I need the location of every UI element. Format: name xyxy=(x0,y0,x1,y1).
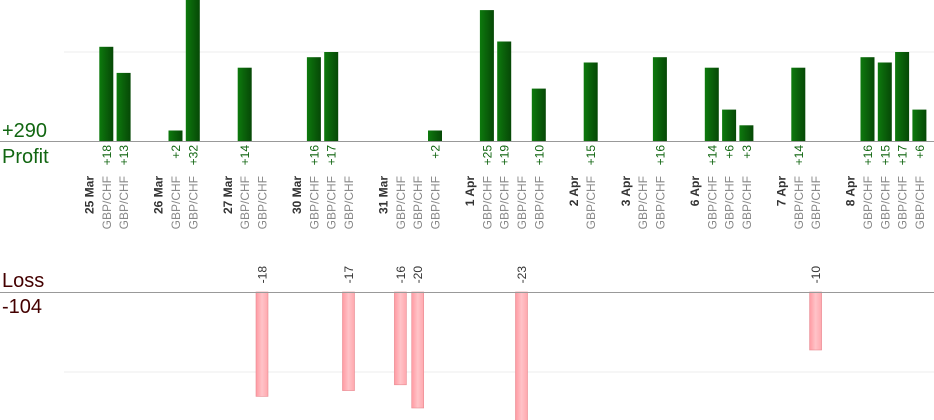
profit-value-label: +13 xyxy=(117,145,131,166)
loss-value-label: -10 xyxy=(809,266,823,284)
symbol-label: GBP/CHF xyxy=(913,176,927,229)
profit-bar xyxy=(739,125,754,141)
profit-bar xyxy=(722,109,737,141)
profit-bar xyxy=(791,67,806,141)
profit-bar xyxy=(306,57,321,142)
symbol-label: GBP/CHF xyxy=(723,176,737,229)
symbol-label: GBP/CHF xyxy=(809,176,823,229)
loss-bar xyxy=(394,291,407,386)
loss-label: Loss xyxy=(2,270,44,292)
loss-value-label: -16 xyxy=(394,266,408,284)
profit-bar xyxy=(497,41,512,141)
symbol-label: GBP/CHF xyxy=(498,176,512,229)
profit-bar xyxy=(860,57,875,142)
symbol-label: GBP/CHF xyxy=(186,176,200,229)
symbol-label: GBP/CHF xyxy=(325,176,339,229)
profit-value-label: +2 xyxy=(429,145,443,159)
loss-value-label: -17 xyxy=(342,266,356,284)
loss-value-label: -18 xyxy=(256,266,270,284)
date-label: 6 Apr xyxy=(688,176,702,207)
loss-bar xyxy=(255,291,269,397)
symbol-label: GBP/CHF xyxy=(740,176,754,229)
symbol-label: GBP/CHF xyxy=(117,176,131,229)
loss-bar xyxy=(809,291,822,351)
profit-bar xyxy=(652,57,667,142)
profit-value-label: +17 xyxy=(896,145,910,166)
profit-value-label: +14 xyxy=(792,145,806,166)
profit-bar xyxy=(324,52,339,141)
profit-value-label: +19 xyxy=(498,145,512,166)
date-label: 3 Apr xyxy=(619,176,633,207)
profit-bar xyxy=(877,62,892,141)
profit-value-label: +15 xyxy=(878,145,892,166)
symbol-label: GBP/CHF xyxy=(238,176,252,229)
symbol-label: GBP/CHF xyxy=(705,176,719,229)
profit-bar xyxy=(704,67,719,141)
profit-bar xyxy=(428,130,442,141)
symbol-label: GBP/CHF xyxy=(515,176,529,229)
profit-value-label: +16 xyxy=(861,145,875,166)
profit-bar xyxy=(237,67,252,141)
date-label: 7 Apr xyxy=(775,176,789,207)
date-label: 1 Apr xyxy=(463,176,477,207)
symbol-label: GBP/CHF xyxy=(532,176,546,229)
profit-bar xyxy=(479,10,494,141)
symbol-label: GBP/CHF xyxy=(342,176,356,229)
profit-bar xyxy=(185,0,200,141)
date-label: 25 Mar xyxy=(83,176,97,214)
profit-label: Profit xyxy=(2,146,49,168)
date-label: 26 Mar xyxy=(152,176,166,214)
symbol-label: GBP/CHF xyxy=(653,176,667,229)
symbol-label: GBP/CHF xyxy=(169,176,183,229)
profit-bar xyxy=(912,109,927,141)
profit-value-label: +14 xyxy=(705,145,719,166)
profit-value-label: +25 xyxy=(480,145,494,166)
symbol-label: GBP/CHF xyxy=(394,176,408,229)
profit-value-label: +10 xyxy=(532,145,546,166)
symbol-label: GBP/CHF xyxy=(307,176,321,229)
symbol-label: GBP/CHF xyxy=(896,176,910,229)
profit-value-label: +16 xyxy=(307,145,321,166)
symbol-label: GBP/CHF xyxy=(429,176,443,229)
loss-total: -104 xyxy=(2,296,42,318)
profit-bar xyxy=(168,130,183,141)
loss-bar xyxy=(411,291,425,409)
date-label: 27 Mar xyxy=(221,176,235,214)
profit-value-label: +14 xyxy=(238,145,252,166)
symbol-label: GBP/CHF xyxy=(411,176,425,229)
symbol-label: GBP/CHF xyxy=(636,176,650,229)
profit-bar xyxy=(531,88,546,141)
date-label: 31 Mar xyxy=(377,176,391,214)
profit-value-label: +2 xyxy=(169,145,183,159)
symbol-label: GBP/CHF xyxy=(480,176,494,229)
profit-bar xyxy=(99,46,114,141)
symbol-label: GBP/CHF xyxy=(584,176,598,229)
date-label: 2 Apr xyxy=(567,176,581,207)
profit-value-label: +18 xyxy=(100,145,114,166)
profit-bar xyxy=(583,62,598,141)
profit-value-label: +6 xyxy=(723,145,737,159)
symbol-label: GBP/CHF xyxy=(792,176,806,229)
profit-value-label: +3 xyxy=(740,145,754,159)
date-label: 30 Mar xyxy=(290,176,304,214)
loss-value-label: -23 xyxy=(515,266,529,284)
loss-bar xyxy=(515,291,528,420)
date-label: 8 Apr xyxy=(844,176,858,207)
loss-bar xyxy=(342,291,355,391)
profit-value-label: +15 xyxy=(584,145,598,166)
profit-value-label: +16 xyxy=(653,145,667,166)
profit-value-label: +6 xyxy=(913,145,927,159)
profit-value-label: +32 xyxy=(186,145,200,166)
symbol-label: GBP/CHF xyxy=(256,176,270,229)
profit-bar xyxy=(895,52,910,141)
profit-value-label: +17 xyxy=(325,145,339,166)
symbol-label: GBP/CHF xyxy=(100,176,114,229)
symbol-label: GBP/CHF xyxy=(861,176,875,229)
symbol-label: GBP/CHF xyxy=(878,176,892,229)
profit-total: +290 xyxy=(2,120,47,142)
loss-value-label: -20 xyxy=(411,266,425,284)
profit-bar xyxy=(116,72,131,141)
